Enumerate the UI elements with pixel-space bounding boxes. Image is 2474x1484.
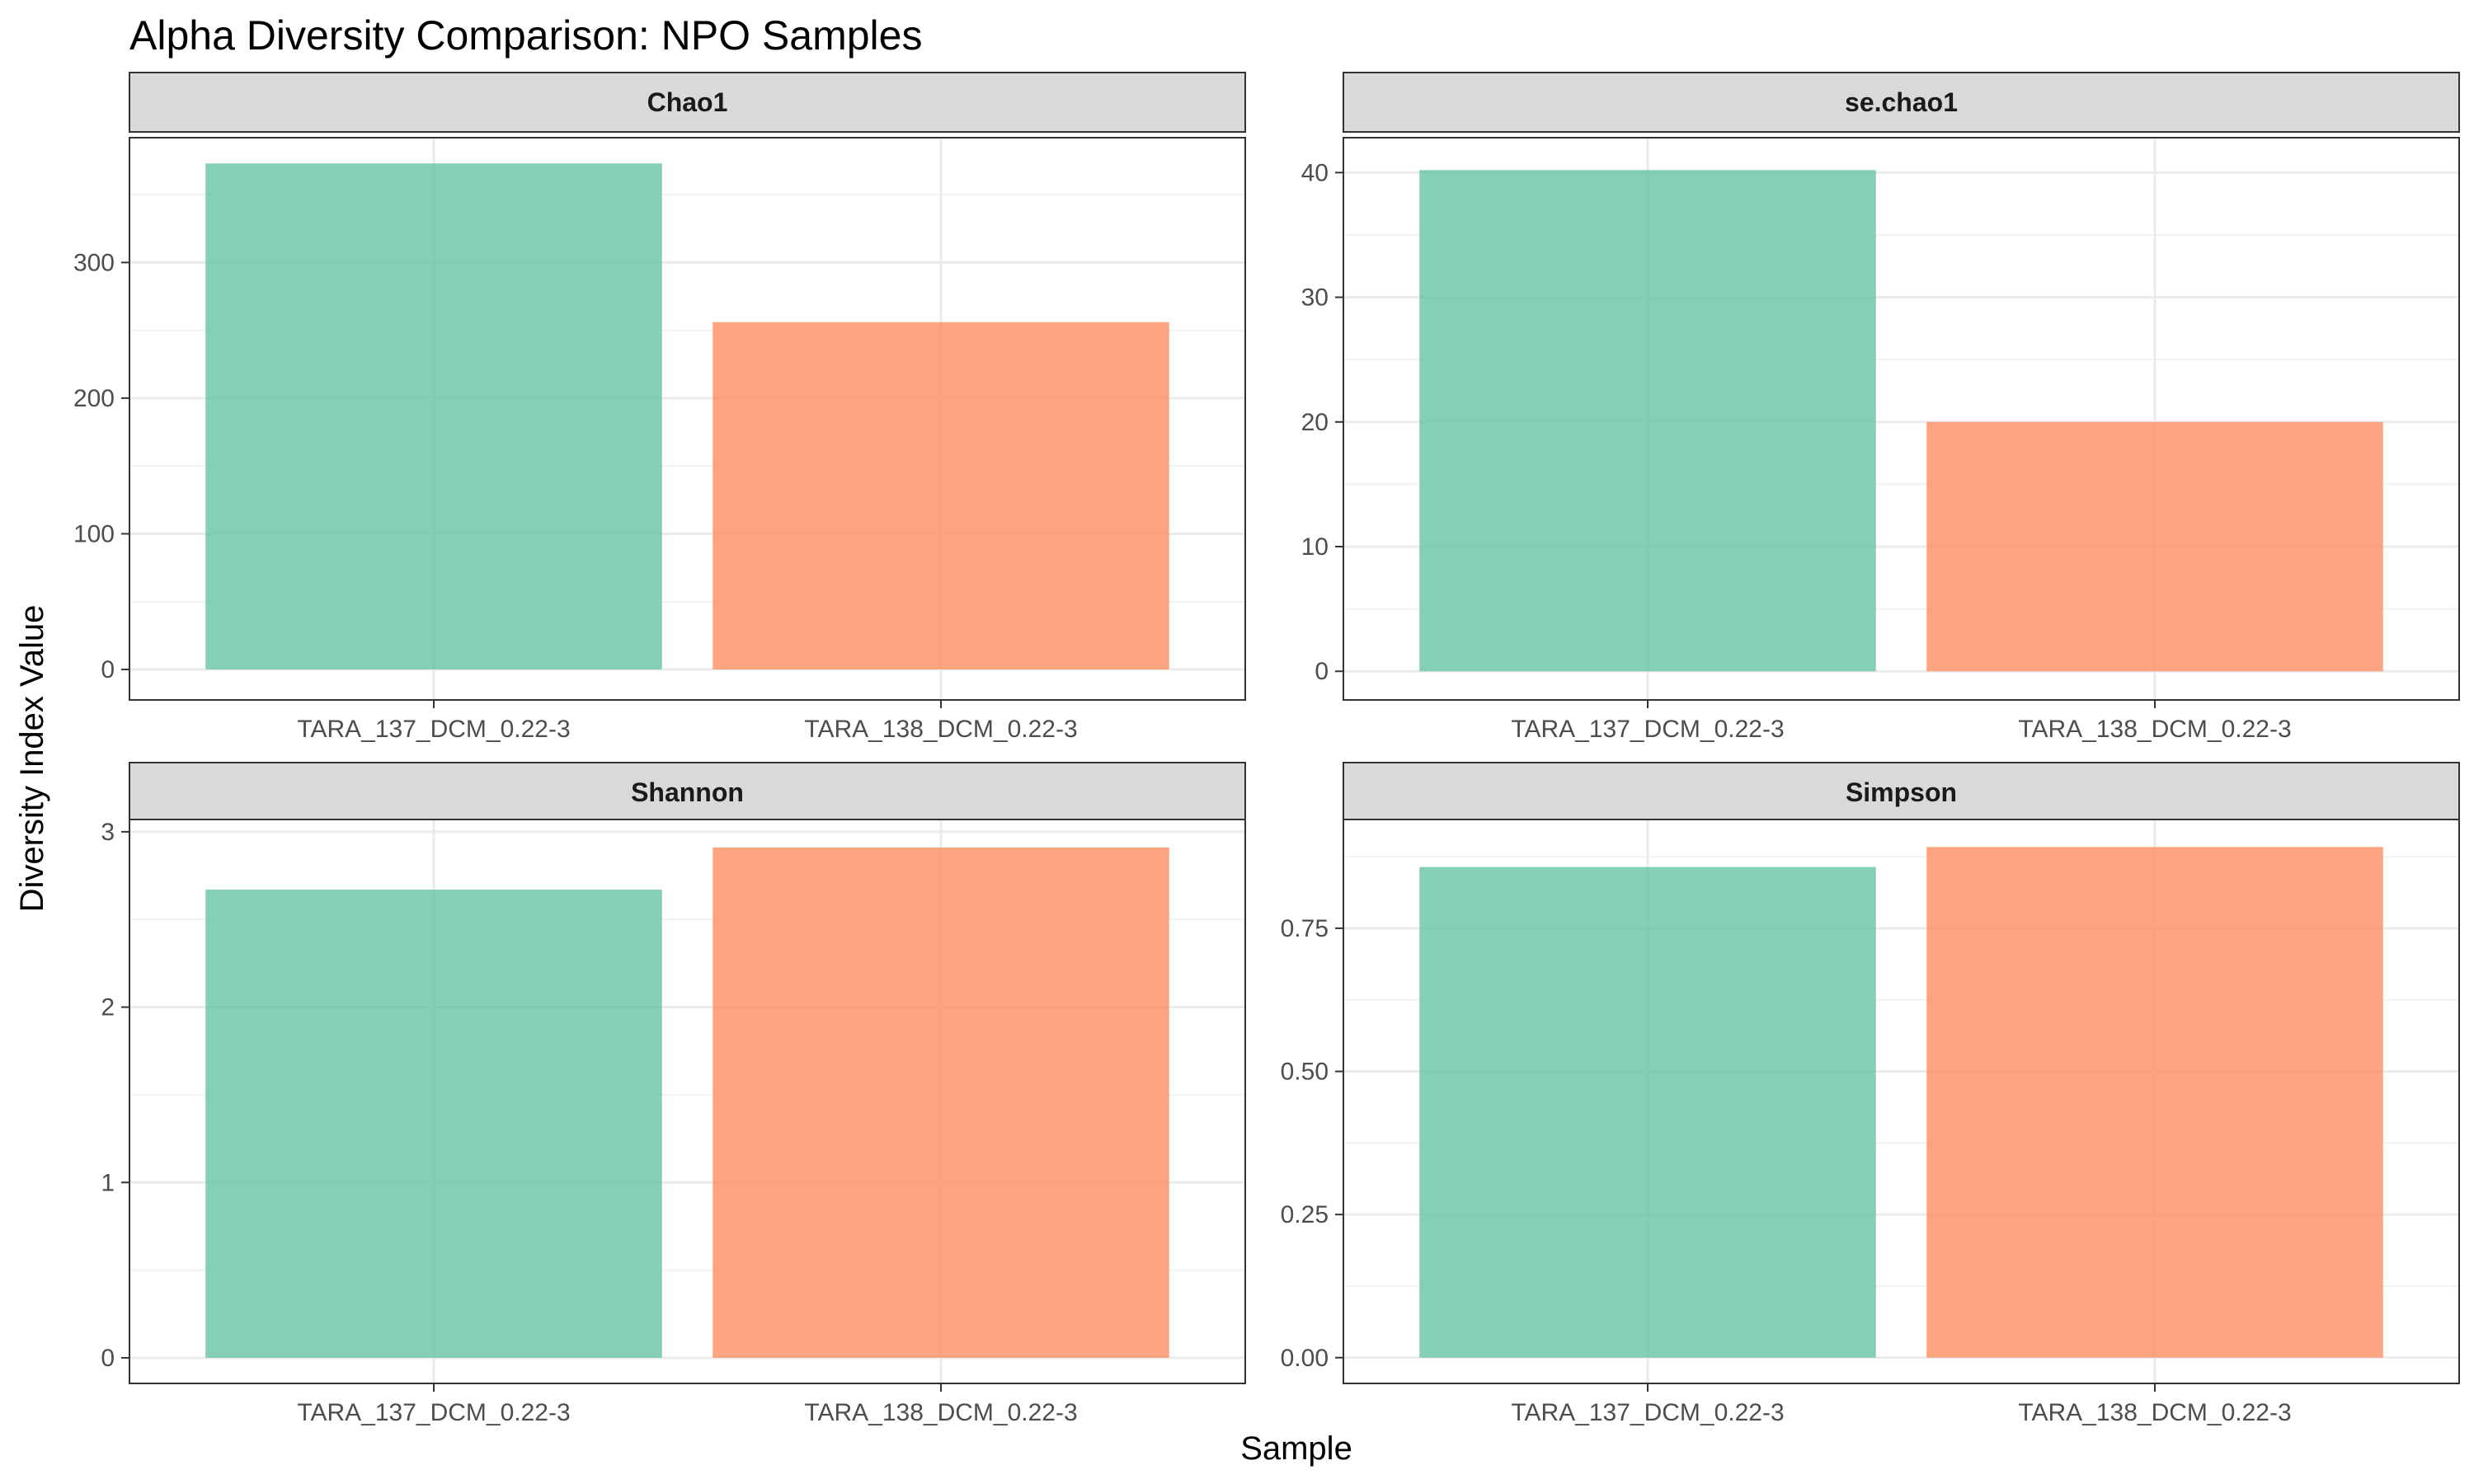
panel-border [129,819,1246,1384]
facet-strip [1343,72,2460,133]
bar-shannon-2 [713,848,1169,1358]
y-tick-label: 1 [101,1169,115,1196]
x-tick-label: TARA_137_DCM_0.22-3 [1511,1399,1784,1426]
x-tick-label: TARA_138_DCM_0.22-3 [2018,1399,2291,1426]
bar-simpson-2 [1926,847,2383,1358]
y-tick-label: 20 [1301,409,1329,436]
bar-shannon-1 [205,890,662,1358]
y-tick-label: 0.00 [1281,1345,1329,1372]
y-tick-label: 0 [1315,658,1329,685]
panel-shannon: Shannon 0 1 2 3 TARA_137_DCM_0.22-3 TARA_138_D… [101,762,1246,1426]
y-tick-label: 0.50 [1281,1059,1329,1086]
facet-label: Chao1 [647,87,728,117]
y-tick-label: 40 [1301,159,1329,186]
panel-simpson: Simpson 0.00 0.25 0.50 0.75 TARA_137_DCM_0.22… [1281,762,2460,1426]
panel-border [129,137,1246,701]
y-tick-label: 3 [101,819,115,846]
x-tick-label: TARA_137_DCM_0.22-3 [1511,716,1784,743]
facet-label: se.chao1 [1845,87,1958,117]
y-tick-label: 0.75 [1281,915,1329,942]
facet-label: Simpson [1846,777,1957,807]
bar-simpson-1 [1419,866,1876,1358]
x-tick-label: TARA_138_DCM_0.22-3 [804,1399,1077,1426]
y-tick-label: 200 [73,385,115,412]
y-tick-label: 0.25 [1281,1201,1329,1228]
chart-title: Alpha Diversity Comparison: NPO Samples [129,12,922,59]
facet-strip [1343,762,2460,823]
y-axis-title: Diversity Index Value [14,605,50,913]
bar-chao1-2 [713,322,1169,669]
bar-chao1-1 [205,163,662,669]
x-axis-title: Sample [1240,1430,1352,1467]
y-tick-label: 10 [1301,533,1329,561]
y-tick-label: 30 [1301,284,1329,312]
panel-border [1343,819,2460,1384]
facet-strip [129,72,1246,133]
bar-se-chao1-2 [1926,421,2383,672]
bar-se-chao1-1 [1419,170,1876,672]
x-tick-label: TARA_137_DCM_0.22-3 [297,1399,570,1426]
panel-chao1: Chao1 0 100 200 300 TARA_137_DCM_0.22-3 TARA_1… [73,72,1246,743]
y-tick-label: 100 [73,520,115,547]
y-tick-label: 0 [101,656,115,683]
facet-label: Shannon [631,777,744,807]
x-tick-label: TARA_138_DCM_0.22-3 [2018,716,2291,743]
y-tick-label: 300 [73,249,115,276]
y-tick-label: 0 [101,1345,115,1372]
y-tick-label: 2 [101,994,115,1021]
x-tick-label: TARA_137_DCM_0.22-3 [297,716,570,743]
x-tick-label: TARA_138_DCM_0.22-3 [804,716,1077,743]
panel-se-chao1: se.chao1 0 10 20 30 40 TARA_137_DCM_0.22-3 TARA… [1301,72,2460,743]
panel-border [1343,137,2460,701]
facet-strip [129,762,1246,823]
